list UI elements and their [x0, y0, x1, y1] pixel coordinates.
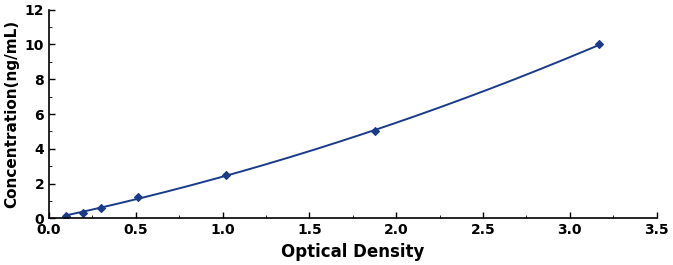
X-axis label: Optical Density: Optical Density — [281, 243, 425, 261]
Y-axis label: Concentration(ng/mL): Concentration(ng/mL) — [4, 20, 19, 208]
